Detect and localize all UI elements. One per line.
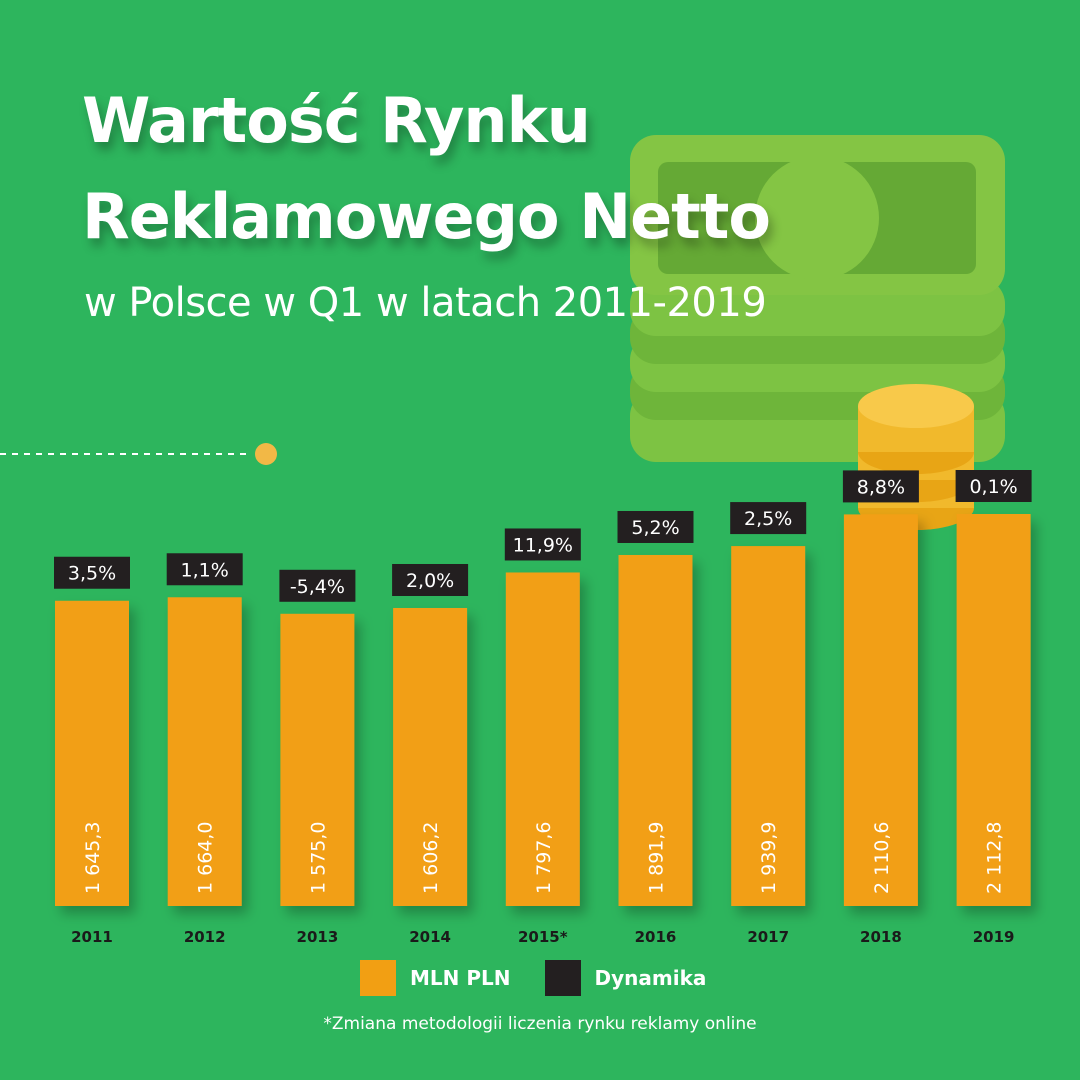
dashed-line-with-dot xyxy=(0,443,277,465)
bar-value-label: 1 664,0 xyxy=(195,821,217,894)
bar-value-label: 1 575,0 xyxy=(307,821,329,894)
bar-chart: 1 645,3 1 664,0 1 575,0 1 606,2 1 797,6 1 891… xyxy=(54,470,1032,946)
bar-value-label: 1 939,9 xyxy=(758,821,780,894)
dynamika-label: 8,8% xyxy=(857,476,905,498)
bar-2019 xyxy=(956,514,1031,906)
x-tick-label: 2015* xyxy=(518,928,568,946)
dynamika-label: -5,4% xyxy=(290,576,345,598)
legend: MLN PLN Dynamika xyxy=(360,958,706,998)
dynamika-label: 2,0% xyxy=(406,570,454,592)
x-tick-label: 2014 xyxy=(409,928,451,946)
x-tick-label: 2017 xyxy=(747,928,789,946)
dynamika-badge xyxy=(955,470,1032,502)
bar-value-label: 1 797,6 xyxy=(533,821,555,894)
dynamika-badge xyxy=(617,510,694,543)
x-tick-label: 2019 xyxy=(973,928,1015,946)
bar-value-label: 1 645,3 xyxy=(82,821,104,894)
legend-swatch-mln-pln xyxy=(360,960,396,996)
x-tick-label: 2011 xyxy=(71,928,113,946)
x-tick-label: 2018 xyxy=(860,928,902,946)
bar-2013 xyxy=(280,613,355,906)
bar-value-label: 1 891,9 xyxy=(646,821,668,894)
dynamika-label: 5,2% xyxy=(631,517,679,539)
dynamika-label: 3,5% xyxy=(68,563,116,585)
dynamika-label: 11,9% xyxy=(513,534,573,556)
bar-2015 xyxy=(505,572,580,906)
bars-layer: 1 645,3 1 664,0 1 575,0 1 606,2 1 797,6 1 891… xyxy=(55,514,1031,906)
dynamika-badge xyxy=(842,470,919,503)
bar-2017 xyxy=(731,546,806,906)
footnote: *Zmiana metodologii liczenia rynku rekla… xyxy=(323,1014,757,1034)
dynamika-badge xyxy=(279,569,356,602)
legend-label-dynamika: Dynamika xyxy=(594,966,707,990)
legend-label-mln-pln: MLN PLN xyxy=(410,966,511,990)
dynamika-badge xyxy=(730,502,807,535)
dynamika-label: 1,1% xyxy=(181,559,229,581)
dynamika-badges-layer: 3,5% 1,1% -5,4% 2,0% 11,9% 5,2% 2,5% 8,8% 0,1% xyxy=(54,470,1032,602)
x-tick-label: 2012 xyxy=(184,928,226,946)
chart-title-line2: Reklamowego Netto xyxy=(82,180,771,253)
dynamika-label: 0,1% xyxy=(969,476,1017,498)
dynamika-badge xyxy=(392,563,469,596)
bar-2018 xyxy=(843,514,918,906)
dynamika-badge xyxy=(166,553,243,586)
x-axis-ticks: 2011 2012 2013 2014 2015* 2016 2017 2018 2019 xyxy=(71,928,1014,946)
bar-2016 xyxy=(618,554,693,906)
legend-swatch-dynamika xyxy=(544,960,581,996)
bar-2014 xyxy=(393,607,468,906)
legend-item-mln-pln: MLN PLN xyxy=(360,960,511,996)
legend-item-dynamika: Dynamika xyxy=(544,960,707,996)
chart-title-line1: Wartość Rynku xyxy=(82,84,591,157)
bar-value-label: 2 110,6 xyxy=(871,821,893,894)
dynamika-label: 2,5% xyxy=(744,508,792,530)
bar-value-label: 2 112,8 xyxy=(984,821,1006,894)
bar-value-label: 1 606,2 xyxy=(420,821,442,894)
bar-2011 xyxy=(55,600,129,906)
bar-2012 xyxy=(167,597,242,906)
x-tick-label: 2013 xyxy=(297,928,339,946)
dynamika-badge xyxy=(504,528,581,561)
dynamika-badge xyxy=(54,556,130,589)
x-tick-label: 2016 xyxy=(635,928,677,946)
chart-subtitle: w Polsce w Q1 w latach 2011-2019 xyxy=(84,280,767,326)
